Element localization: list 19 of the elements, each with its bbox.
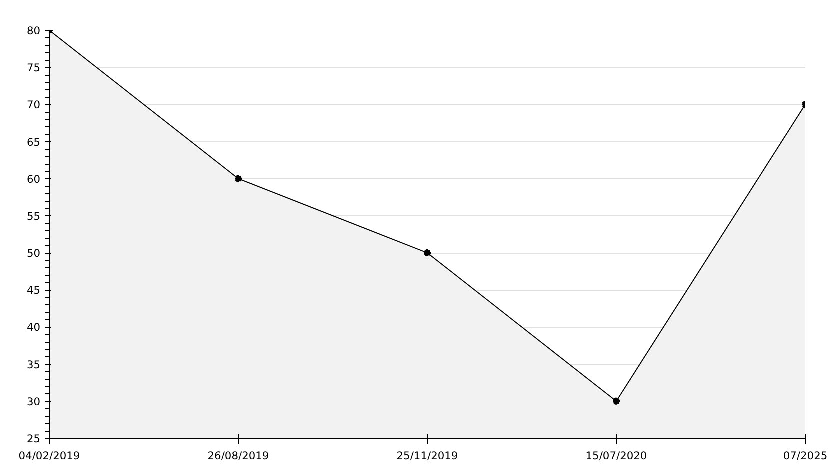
y-tick-label: 30 <box>26 395 41 408</box>
point <box>234 174 243 184</box>
x-tick-label: 15/07/2020 <box>586 450 648 462</box>
point <box>612 396 621 406</box>
y-tick-label: 75 <box>26 62 41 75</box>
y-tick-label: 55 <box>26 210 41 223</box>
y-tick-label: 60 <box>26 172 41 186</box>
y-tick-label: 25 <box>26 432 41 446</box>
x-tick-label: 26/08/2019 <box>208 450 270 462</box>
y-tick-label: 50 <box>26 247 41 260</box>
x-tick-label: 07/2025 <box>783 450 828 462</box>
x-tick-label: 25/11/2019 <box>396 450 458 462</box>
y-tick-label: 65 <box>26 136 41 149</box>
x-tick-label: 04/02/2019 <box>18 450 80 462</box>
y-tick-label: 45 <box>26 284 41 298</box>
y-tick-label: 40 <box>26 321 41 334</box>
y-tick-label: 80 <box>26 24 41 38</box>
y-tick-label: 70 <box>26 98 41 112</box>
y-tick-label: 35 <box>26 358 41 372</box>
